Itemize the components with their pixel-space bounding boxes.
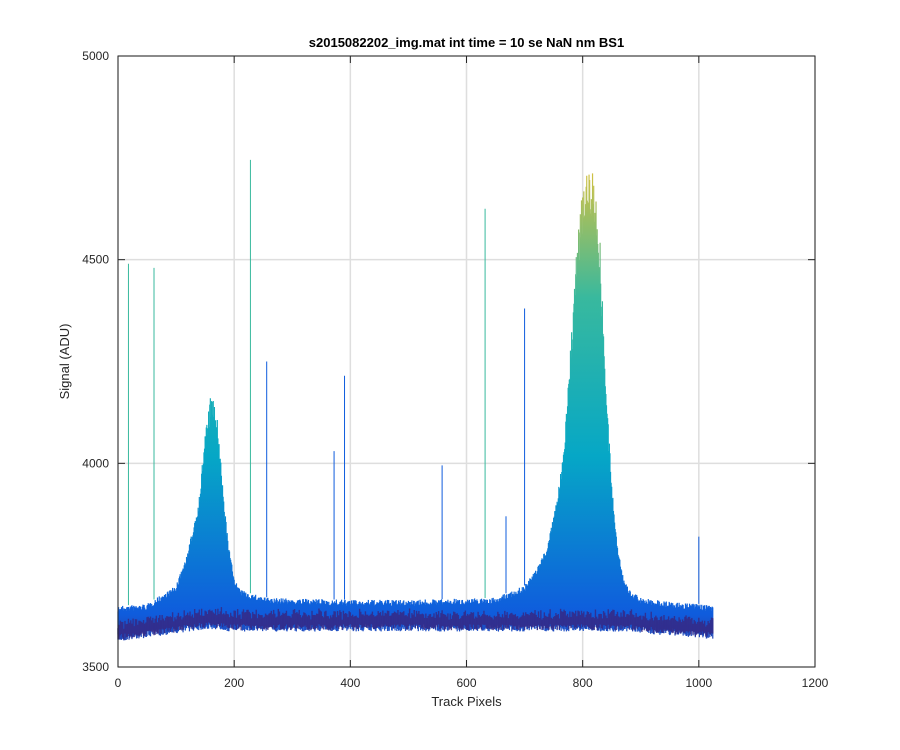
x-tick-label: 600 (456, 676, 476, 690)
y-axis-label: Signal (ADU) (57, 324, 72, 400)
x-tick-label: 0 (115, 676, 122, 690)
y-tick-label: 5000 (82, 49, 109, 63)
x-tick-label: 400 (340, 676, 360, 690)
plot-area (117, 159, 714, 641)
signal-floor (117, 607, 714, 640)
y-tick-label: 4500 (82, 253, 109, 267)
x-axis-label: Track Pixels (431, 694, 502, 709)
x-tick-label: 1200 (802, 676, 829, 690)
chart-title: s2015082202_img.mat int time = 10 se NaN… (309, 35, 624, 50)
x-tick-label: 200 (224, 676, 244, 690)
cosmic-ray-spikes (127, 159, 700, 606)
ticks: 0 200 400 600 800 1000 1200 3500 4000 4500 5000 (82, 49, 828, 690)
y-tick-label: 3500 (82, 660, 109, 674)
x-tick-label: 1000 (685, 676, 712, 690)
x-tick-label: 800 (573, 676, 593, 690)
y-tick-label: 4000 (82, 456, 109, 470)
